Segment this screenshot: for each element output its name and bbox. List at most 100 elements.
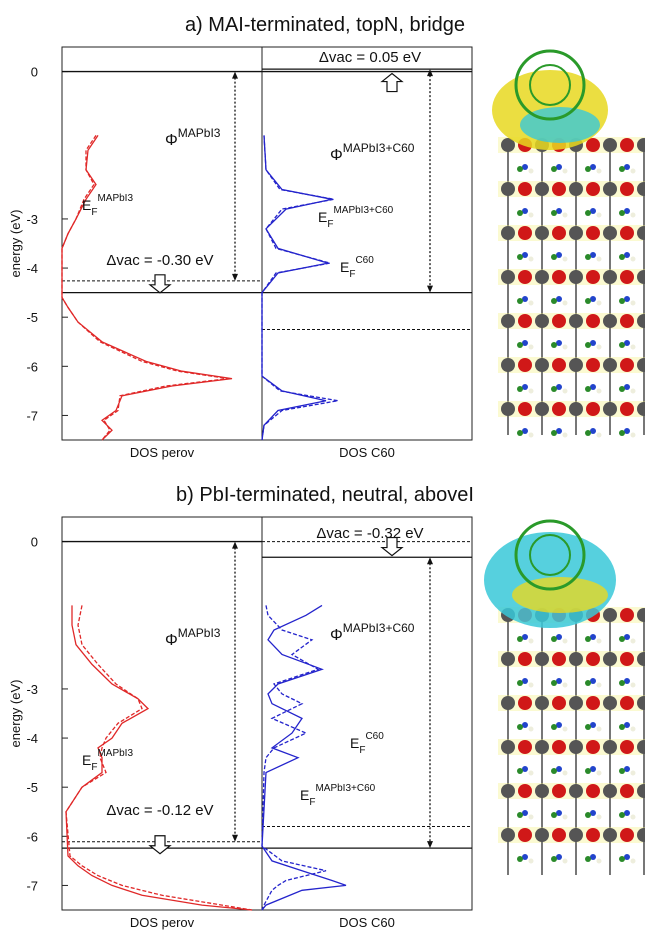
shift-arrow (150, 836, 170, 854)
atom-h (631, 169, 636, 174)
atom-h (529, 815, 534, 820)
atom-pb (569, 358, 583, 372)
arrow-head (232, 274, 238, 281)
annotation-sub: F (309, 797, 315, 808)
atom-c (517, 768, 523, 774)
atom-c (517, 166, 523, 172)
atom-h (563, 213, 568, 218)
atom-c (551, 680, 557, 686)
annotation-sup: MAPbI3+C60 (343, 141, 415, 155)
annotation-base: Δvac = -0.32 eV (316, 525, 423, 542)
atom-h (529, 257, 534, 262)
atom-pb (501, 652, 515, 666)
atom-c (517, 856, 523, 862)
charge-cloud (512, 577, 608, 613)
atom-h (631, 859, 636, 864)
annotation: ΦMAPbI3 (165, 126, 221, 149)
arrow-head (427, 69, 433, 76)
atom-i (518, 696, 532, 710)
y-tick-label: -7 (26, 408, 38, 423)
atom-i (552, 652, 566, 666)
atom-pb (501, 784, 515, 798)
panel-title: a) MAI-terminated, topN, bridge (185, 14, 465, 36)
y-axis-label: energy (eV) (8, 680, 23, 748)
atom-c (619, 636, 625, 642)
atom-pb (569, 270, 583, 284)
atom-h (563, 727, 568, 732)
atom-i (620, 828, 634, 842)
atom-pb (501, 270, 515, 284)
atom-h (597, 301, 602, 306)
atom-h (631, 389, 636, 394)
atom-i (620, 402, 634, 416)
atom-h (631, 639, 636, 644)
atom-i (620, 270, 634, 284)
atom-i (620, 358, 634, 372)
y-tick-label: 0 (31, 65, 38, 80)
atom-c (619, 856, 625, 862)
atom-c (517, 386, 523, 392)
atom-i (518, 358, 532, 372)
dos-curve (262, 135, 338, 440)
atom-pb (535, 828, 549, 842)
arrow-head (232, 542, 238, 549)
annotation-sub: F (359, 745, 365, 756)
atom-c (517, 430, 523, 436)
atom-c (619, 812, 625, 818)
annotation-base: E (82, 197, 91, 213)
atom-i (620, 608, 634, 622)
atom-c (585, 430, 591, 436)
atom-c (619, 254, 625, 260)
atom-pb (569, 828, 583, 842)
atom-c (585, 856, 591, 862)
atom-i (552, 784, 566, 798)
atom-pb (603, 182, 617, 196)
atom-h (563, 433, 568, 438)
atom-h (563, 639, 568, 644)
atom-c (619, 386, 625, 392)
annotation-sup: MAPbI3 (178, 126, 221, 140)
atom-i (620, 784, 634, 798)
atom-i (586, 696, 600, 710)
atom-h (529, 169, 534, 174)
atom-c (551, 298, 557, 304)
annotation-sup: MAPbI3 (178, 626, 221, 640)
atom-c (517, 254, 523, 260)
atom-i (518, 402, 532, 416)
dos-curve (66, 605, 252, 910)
atom-pb (535, 182, 549, 196)
atom-i (552, 182, 566, 196)
annotation-base: Φ (330, 627, 343, 644)
y-tick-label: 0 (31, 535, 38, 550)
atom-pb (603, 358, 617, 372)
atom-pb (535, 270, 549, 284)
annotation: EFMAPbI3 (82, 748, 133, 773)
annotation: EFMAPbI3+C60 (300, 783, 376, 808)
atom-c (585, 386, 591, 392)
atom-h (597, 815, 602, 820)
atom-i (518, 784, 532, 798)
atom-i (586, 740, 600, 754)
atom-h (597, 389, 602, 394)
annotation-base: E (300, 787, 309, 803)
atom-pb (603, 270, 617, 284)
atom-h (631, 345, 636, 350)
atom-c (551, 342, 557, 348)
atom-h (597, 727, 602, 732)
atom-i (552, 740, 566, 754)
atom-pb (603, 784, 617, 798)
atom-pb (569, 226, 583, 240)
atom-c (585, 166, 591, 172)
atom-i (620, 696, 634, 710)
atom-pb (603, 608, 617, 622)
atom-pb (535, 652, 549, 666)
annotation: ΦMAPbI3 (165, 626, 221, 649)
atom-c (517, 724, 523, 730)
annotation-sup: C60 (365, 731, 384, 742)
atom-h (529, 771, 534, 776)
atom-i (518, 314, 532, 328)
y-tick-label: -3 (26, 682, 38, 697)
atom-i (586, 314, 600, 328)
annotation-base: E (340, 259, 349, 275)
atom-h (631, 257, 636, 262)
